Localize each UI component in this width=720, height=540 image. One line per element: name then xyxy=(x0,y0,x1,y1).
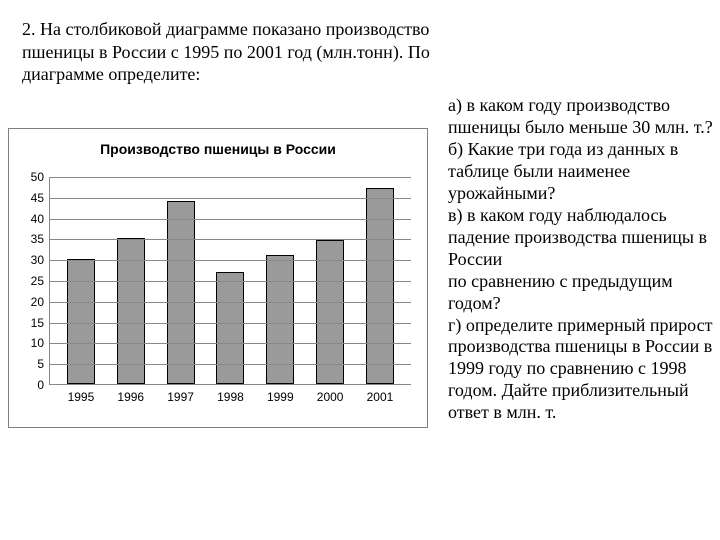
gridline xyxy=(50,323,411,324)
gridline xyxy=(50,198,411,199)
question-v-line2: по сравнению с предыдущим годом? xyxy=(448,271,718,315)
gridline xyxy=(50,219,411,220)
y-tick-label: 35 xyxy=(31,232,44,246)
bar xyxy=(316,240,344,384)
question-v-line1: в) в каком году наблюдалось падение прои… xyxy=(448,205,718,271)
x-tick-label: 1997 xyxy=(167,390,195,404)
gridline xyxy=(50,343,411,344)
bar xyxy=(67,259,95,384)
gridline xyxy=(50,281,411,282)
gridline xyxy=(50,364,411,365)
question-b: б) Какие три года из данных в таблице бы… xyxy=(448,139,718,205)
y-tick-label: 30 xyxy=(31,253,44,267)
x-labels-row: 1995 1996 1997 1998 1999 2000 2001 xyxy=(50,390,411,404)
x-tick-label: 1995 xyxy=(67,390,95,404)
y-tick-label: 15 xyxy=(31,316,44,330)
y-tick-label: 5 xyxy=(37,357,44,371)
task-text: 2. На столбиковой диаграмме показано про… xyxy=(22,18,442,86)
plot-area: 1995199619971998199920002001 05101520253… xyxy=(49,177,411,385)
x-tick-label: 2000 xyxy=(316,390,344,404)
y-tick-label: 10 xyxy=(31,336,44,350)
question-g-line2: 1999 году по сравнению с 1998 годом. Дай… xyxy=(448,358,718,424)
gridline xyxy=(50,260,411,261)
gridline xyxy=(50,302,411,303)
questions-block: а) в каком году производство пшеницы был… xyxy=(448,95,718,424)
question-a: а) в каком году производство пшеницы был… xyxy=(448,95,718,139)
y-tick-label: 20 xyxy=(31,295,44,309)
x-tick-label: 2001 xyxy=(366,390,394,404)
gridline xyxy=(50,239,411,240)
chart-title: Производство пшеницы в России xyxy=(9,141,427,157)
y-tick-label: 40 xyxy=(31,212,44,226)
x-tick-label: 1996 xyxy=(117,390,145,404)
gridline xyxy=(50,177,411,178)
x-tick-label: 1998 xyxy=(216,390,244,404)
question-g-line1: г) определите примерный прирост производ… xyxy=(448,315,718,359)
y-tick-label: 0 xyxy=(37,378,44,392)
chart-container: Производство пшеницы в России 1995199619… xyxy=(8,128,428,428)
y-tick-label: 25 xyxy=(31,274,44,288)
bar xyxy=(167,201,195,384)
x-tick-label: 1999 xyxy=(266,390,294,404)
y-tick-label: 50 xyxy=(31,170,44,184)
y-tick-label: 45 xyxy=(31,191,44,205)
bar xyxy=(216,272,244,384)
